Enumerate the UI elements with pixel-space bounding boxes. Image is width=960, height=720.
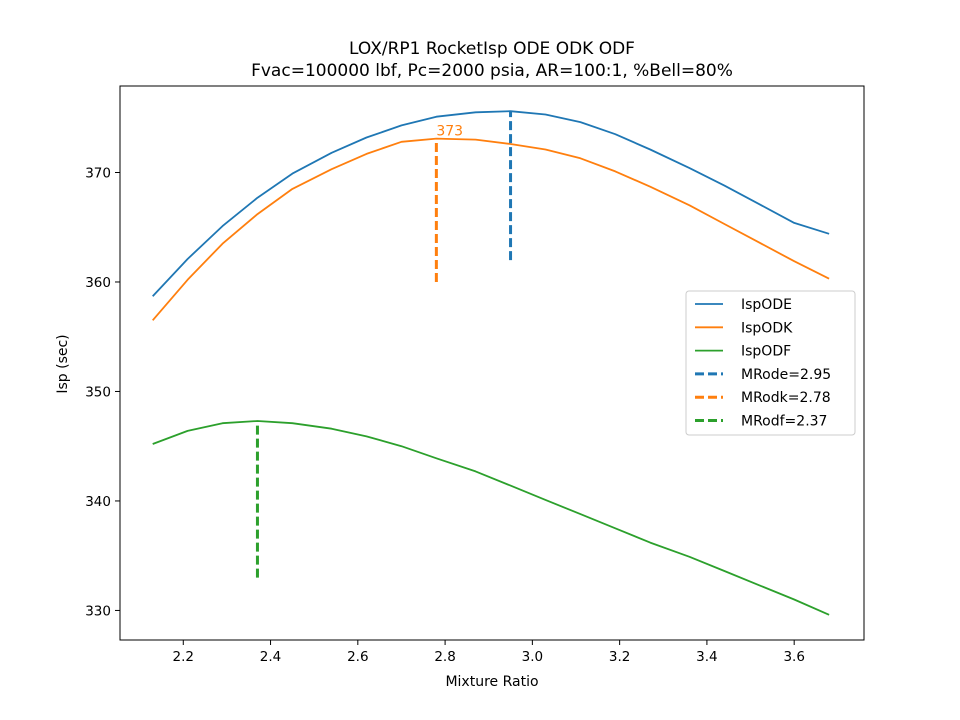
x-tick-label: 2.4	[260, 649, 281, 665]
series-line-ispode	[152, 110, 830, 297]
legend-label: IspODF	[741, 344, 791, 360]
legend-label: IspODE	[741, 297, 792, 313]
series-line-ispodk	[152, 137, 830, 321]
legend-box	[685, 290, 856, 436]
chart-title: LOX/RP1 RocketIsp ODE ODK ODF	[349, 39, 635, 59]
plot-area: 373 2.2 2.4 2.6 2.8 3.0 3.2 3.4 3.6 330 340 350 360 3…	[85, 85, 865, 665]
axes-frame	[119, 85, 865, 641]
y-tick-label: 360	[85, 275, 111, 291]
x-tick-label: 3.6	[783, 649, 804, 665]
legend-label: MRodf=2.37	[741, 414, 827, 430]
y-tick-label: 370	[85, 165, 111, 181]
annotation-label: 373	[436, 124, 463, 140]
x-tick-label: 2.6	[347, 649, 368, 665]
legend-label: IspODK	[741, 320, 793, 336]
y-tick-label: 330	[85, 603, 111, 619]
x-tick-label: 3.0	[522, 649, 543, 665]
legend: IspODE IspODK IspODF MRode=2.95 MRodk=2.78 MR…	[685, 290, 856, 436]
y-axis-label: Isp (sec)	[55, 334, 71, 393]
chart-subtitle: Fvac=100000 lbf, Pc=2000 psia, AR=100:1,…	[251, 61, 733, 81]
x-axis-label: Mixture Ratio	[445, 674, 538, 690]
x-tick-label: 2.2	[173, 649, 194, 665]
x-tick-label: 3.2	[609, 649, 630, 665]
x-tick-label: 2.8	[434, 649, 455, 665]
series-line-ispodf	[152, 420, 830, 616]
legend-label: MRode=2.95	[741, 367, 831, 383]
x-tick-label: 3.4	[696, 649, 717, 665]
legend-label: MRodk=2.78	[741, 390, 831, 406]
y-tick-label: 350	[85, 384, 111, 400]
y-tick-label: 340	[85, 494, 111, 510]
